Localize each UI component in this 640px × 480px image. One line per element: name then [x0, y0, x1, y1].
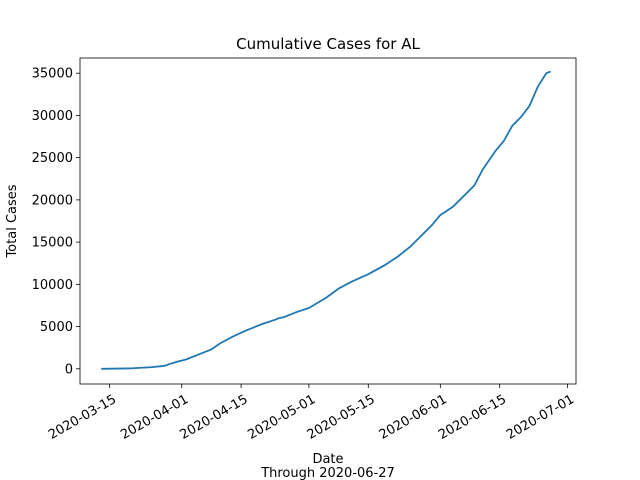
x-axis-label: Date	[312, 452, 343, 467]
chart-title: Cumulative Cases for AL	[236, 35, 420, 53]
x-tick-label: 2020-04-15	[178, 392, 251, 443]
plot-area	[79, 57, 577, 385]
x-tick-label: 2020-05-15	[305, 392, 378, 443]
x-tick-label: 2020-07-01	[504, 392, 577, 443]
y-axis-label: Total Cases	[5, 184, 20, 258]
y-tick-label: 5000	[40, 320, 73, 335]
y-tick-label: 30000	[32, 109, 73, 124]
y-axis: 0 5000 10000 15000 20000 25000 30000 35000	[32, 67, 80, 377]
x-axis-sublabel: Through 2020-06-27	[260, 466, 395, 480]
y-tick-label: 20000	[32, 193, 73, 208]
x-tick-label: 2020-06-15	[436, 392, 509, 443]
y-tick-label: 10000	[32, 278, 73, 293]
cases-line	[101, 70, 551, 370]
x-tick-label: 2020-03-15	[46, 392, 119, 443]
y-tick-label: 15000	[32, 236, 73, 251]
x-axis: 2020-03-15 2020-04-012020-04-152020-05-01…	[46, 384, 577, 443]
y-tick-label: 25000	[32, 151, 73, 166]
y-tick-label: 35000	[32, 67, 73, 82]
plot-frame	[79, 57, 577, 385]
y-tick-label: 0	[65, 362, 73, 377]
